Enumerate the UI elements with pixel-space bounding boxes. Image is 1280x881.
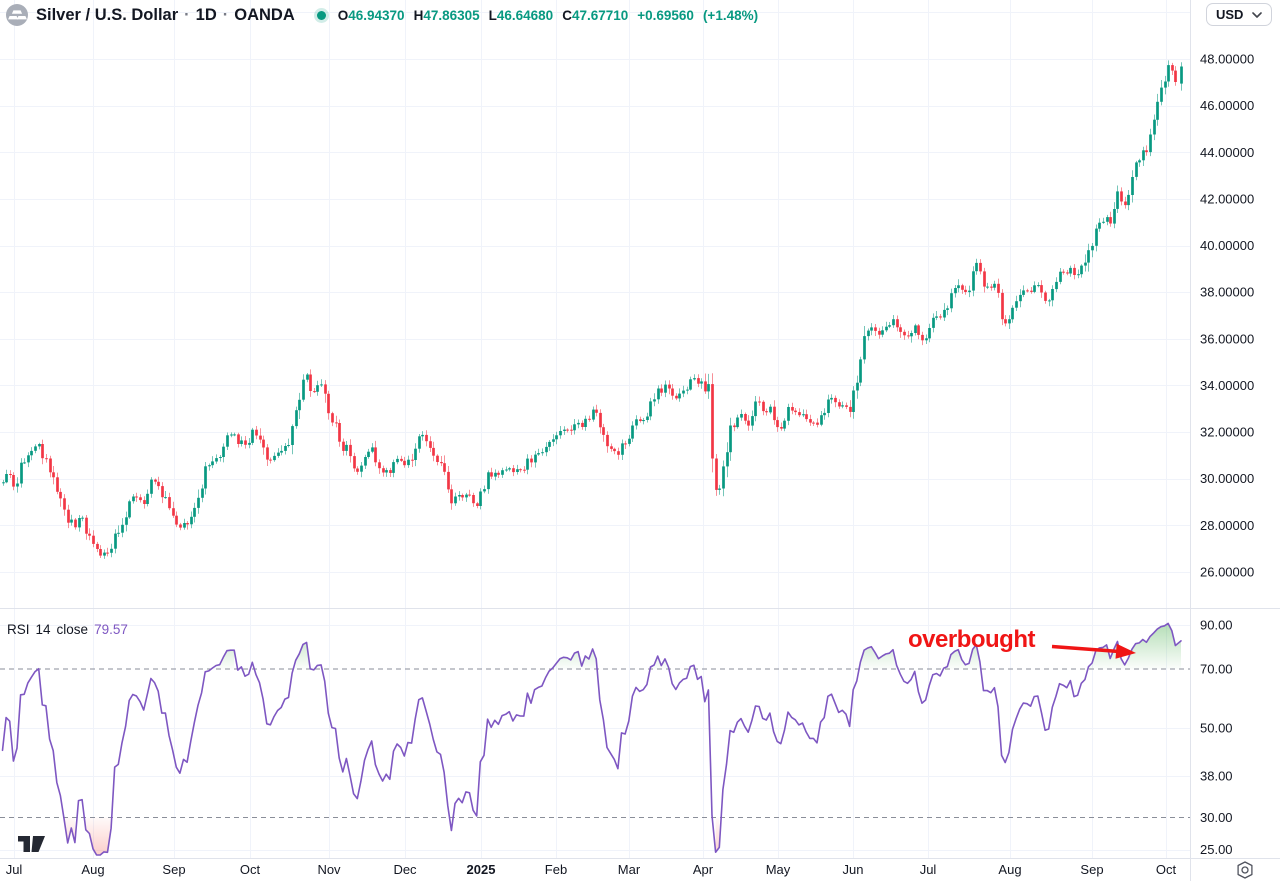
svg-text:70.00: 70.00 bbox=[1200, 662, 1233, 677]
currency-value: USD bbox=[1216, 7, 1244, 22]
symbol-header: Silver / U.S. Dollar · 1D · OANDA O46.94… bbox=[6, 3, 767, 27]
svg-text:90.00: 90.00 bbox=[1200, 618, 1233, 633]
high-label: H bbox=[413, 7, 424, 23]
close-label: C bbox=[562, 7, 572, 23]
svg-text:Jul: Jul bbox=[920, 862, 937, 877]
silver-ingots-icon bbox=[6, 4, 28, 26]
svg-text:Aug: Aug bbox=[998, 862, 1021, 877]
rsi-source: close bbox=[56, 622, 89, 637]
svg-text:Nov: Nov bbox=[317, 862, 341, 877]
svg-text:Oct: Oct bbox=[240, 862, 261, 877]
svg-text:2025: 2025 bbox=[467, 862, 496, 877]
rsi-axis-scale[interactable]: 90.00 70.00 50.00 38.00 30.00 25.00 bbox=[1200, 618, 1233, 858]
title-separator: · bbox=[184, 5, 190, 24]
chevron-down-icon bbox=[1252, 11, 1263, 18]
svg-text:42.00000: 42.00000 bbox=[1200, 191, 1254, 206]
interval-label[interactable]: 1D bbox=[195, 5, 217, 24]
low-value: 46.64680 bbox=[496, 7, 554, 23]
svg-text:Feb: Feb bbox=[545, 862, 567, 877]
rsi-current-value: 79.57 bbox=[94, 622, 128, 637]
svg-text:46.00000: 46.00000 bbox=[1200, 98, 1254, 113]
time-axis-scale[interactable]: Jul Aug Sep Oct Nov Dec 2025 Feb Mar Apr May Jun Jul… bbox=[6, 862, 1177, 877]
svg-text:May: May bbox=[766, 862, 791, 877]
svg-text:Oct: Oct bbox=[1156, 862, 1177, 877]
svg-text:Dec: Dec bbox=[393, 862, 417, 877]
symbol-title[interactable]: Silver / U.S. Dollar bbox=[36, 5, 179, 24]
svg-text:Jun: Jun bbox=[843, 862, 864, 877]
svg-text:Sep: Sep bbox=[162, 862, 185, 877]
svg-text:Mar: Mar bbox=[618, 862, 641, 877]
svg-text:40.00000: 40.00000 bbox=[1200, 238, 1254, 253]
svg-text:34.00000: 34.00000 bbox=[1200, 378, 1254, 393]
grid-layer bbox=[0, 0, 1190, 858]
rsi-line-series bbox=[1, 622, 1182, 856]
price-axis-scale[interactable]: 48.00000 46.00000 44.00000 42.00000 40.00000… bbox=[1200, 52, 1254, 580]
settings-icon[interactable] bbox=[1235, 860, 1255, 880]
svg-text:38.00: 38.00 bbox=[1200, 769, 1233, 784]
rsi-indicator-legend: RSI 14 close 79.57 bbox=[7, 622, 128, 637]
open-value: 46.94370 bbox=[348, 7, 405, 23]
high-value: 47.86305 bbox=[423, 7, 480, 23]
svg-text:36.00000: 36.00000 bbox=[1200, 331, 1254, 346]
svg-text:Jul: Jul bbox=[6, 862, 23, 877]
change-absolute: +0.69560 bbox=[637, 7, 694, 23]
svg-text:38.00000: 38.00000 bbox=[1200, 285, 1254, 300]
annotation-arrow[interactable] bbox=[1051, 643, 1136, 659]
svg-text:50.00: 50.00 bbox=[1200, 721, 1233, 736]
svg-text:26.00000: 26.00000 bbox=[1200, 565, 1254, 580]
low-label: L bbox=[488, 7, 497, 23]
market-status-dot-icon bbox=[316, 10, 326, 20]
svg-text:Aug: Aug bbox=[81, 862, 104, 877]
rsi-overbought-fill bbox=[64, 623, 1181, 855]
change-percent: (+1.48%) bbox=[702, 7, 759, 23]
rsi-band-lines bbox=[0, 668, 1190, 818]
open-label: O bbox=[337, 7, 349, 23]
svg-text:32.00000: 32.00000 bbox=[1200, 425, 1254, 440]
tradingview-logo-icon bbox=[18, 836, 45, 852]
rsi-params: 14 bbox=[35, 622, 51, 637]
svg-text:Apr: Apr bbox=[693, 862, 714, 877]
ohlc-readout: O46.94370 H47.86305 L46.64680 C47.67710 … bbox=[338, 8, 767, 23]
svg-text:30.00: 30.00 bbox=[1200, 810, 1233, 825]
currency-selector-button[interactable]: USD bbox=[1206, 3, 1273, 26]
overbought-annotation-text[interactable]: overbought bbox=[908, 626, 1036, 653]
svg-text:Sep: Sep bbox=[1080, 862, 1103, 877]
svg-text:28.00000: 28.00000 bbox=[1200, 518, 1254, 533]
svg-text:25.00: 25.00 bbox=[1200, 842, 1233, 857]
close-value: 47.67710 bbox=[571, 7, 629, 23]
svg-text:30.00000: 30.00000 bbox=[1200, 471, 1254, 486]
svg-text:48.00000: 48.00000 bbox=[1200, 52, 1254, 67]
candlestick-series bbox=[2, 60, 1183, 559]
title-separator: · bbox=[222, 5, 229, 24]
rsi-indicator-title[interactable]: RSI bbox=[7, 622, 30, 637]
exchange-label[interactable]: OANDA bbox=[234, 5, 295, 24]
svg-text:44.00000: 44.00000 bbox=[1200, 145, 1254, 160]
